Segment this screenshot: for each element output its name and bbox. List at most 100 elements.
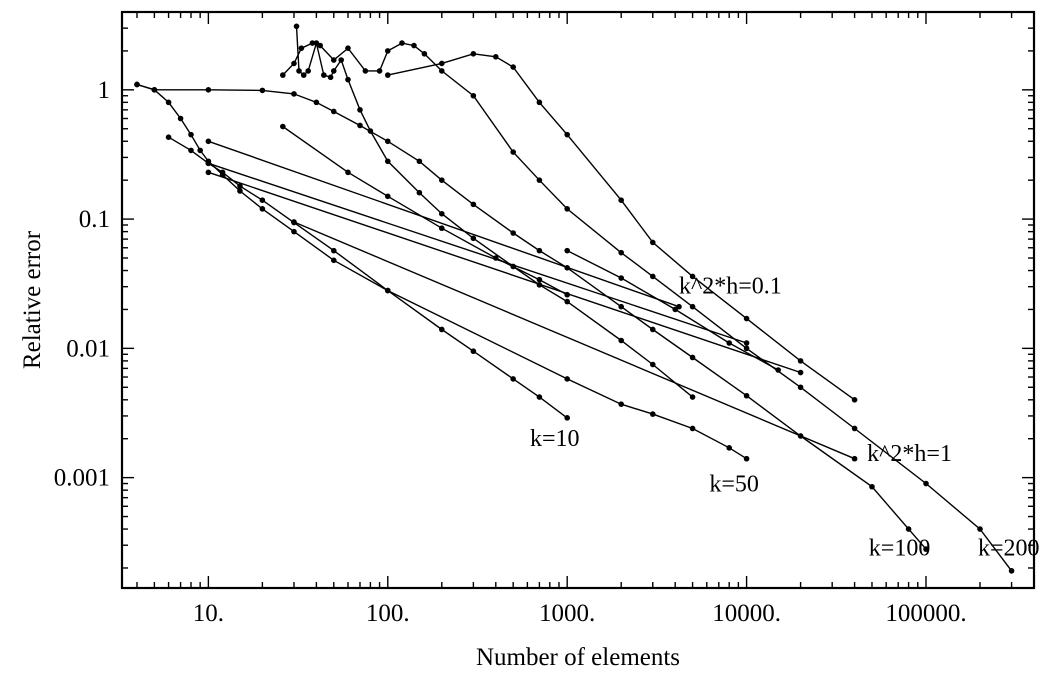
data-point bbox=[470, 235, 477, 242]
data-point bbox=[237, 183, 243, 189]
data-point bbox=[197, 147, 203, 154]
data-point bbox=[510, 376, 516, 382]
data-point bbox=[564, 298, 570, 305]
annotation-label: k^2*h=0.1 bbox=[679, 274, 782, 300]
data-point bbox=[743, 455, 750, 462]
data-point bbox=[536, 394, 543, 400]
data-point bbox=[689, 354, 696, 361]
data-point bbox=[564, 376, 570, 382]
data-point bbox=[330, 257, 337, 264]
data-point bbox=[492, 54, 499, 60]
data-point bbox=[689, 394, 696, 400]
data-point bbox=[672, 306, 678, 313]
data-point bbox=[291, 219, 297, 225]
data-point bbox=[536, 99, 543, 106]
data-point bbox=[564, 291, 570, 298]
series-12 bbox=[564, 247, 781, 373]
data-point bbox=[510, 230, 516, 236]
data-point bbox=[618, 197, 624, 204]
data-point bbox=[536, 276, 543, 283]
data-point bbox=[293, 23, 300, 30]
data-point bbox=[797, 358, 804, 364]
series-line bbox=[293, 221, 855, 460]
data-point bbox=[923, 480, 929, 487]
data-point bbox=[345, 76, 351, 83]
data-point bbox=[151, 87, 158, 93]
data-point bbox=[492, 255, 499, 261]
data-point bbox=[259, 87, 266, 94]
data-point bbox=[536, 177, 543, 183]
data-point bbox=[384, 72, 391, 78]
data-point bbox=[384, 158, 391, 165]
data-point bbox=[1008, 568, 1015, 574]
data-point bbox=[726, 340, 733, 346]
data-point bbox=[205, 138, 212, 145]
data-point bbox=[564, 415, 570, 421]
axis-ticks bbox=[122, 11, 1035, 588]
data-point bbox=[165, 134, 172, 141]
data-point bbox=[564, 247, 570, 254]
data-point bbox=[300, 72, 307, 78]
data-point bbox=[438, 210, 445, 217]
data-point bbox=[905, 526, 912, 532]
data-point bbox=[618, 401, 624, 407]
x-tick-label: 1000. bbox=[539, 600, 595, 627]
x-axis-label: Number of elements bbox=[476, 644, 680, 671]
data-point bbox=[618, 275, 624, 281]
data-point bbox=[649, 239, 656, 246]
data-point bbox=[291, 91, 297, 97]
series-7 bbox=[205, 138, 682, 310]
annotation-label: k=10 bbox=[530, 426, 580, 452]
annotation-label: k^2*h=1 bbox=[867, 441, 952, 467]
series-line bbox=[168, 136, 747, 460]
series-3 bbox=[134, 81, 929, 552]
data-point bbox=[689, 273, 696, 280]
data-point bbox=[649, 411, 656, 417]
data-point bbox=[219, 169, 226, 176]
series-line bbox=[208, 162, 747, 344]
data-point bbox=[188, 147, 194, 154]
data-point bbox=[305, 68, 311, 74]
annotation-label: k=50 bbox=[709, 472, 759, 498]
series-line bbox=[136, 83, 568, 419]
series-line bbox=[136, 83, 927, 550]
series-line bbox=[282, 42, 1013, 572]
data-point bbox=[726, 445, 733, 451]
data-point bbox=[470, 348, 477, 355]
data-point bbox=[327, 74, 334, 81]
plot-frame bbox=[120, 10, 1036, 590]
data-point bbox=[923, 546, 929, 552]
series-line bbox=[208, 140, 680, 308]
data-point bbox=[416, 158, 423, 165]
annotation-layer: k^2*h=0.1 k^2*h=1 k=10 k=50 k=100 k=200 bbox=[530, 274, 1040, 562]
data-point bbox=[438, 326, 445, 333]
y-tick-label: 0.1 bbox=[79, 206, 110, 233]
series-layer bbox=[134, 23, 1015, 574]
data-point bbox=[470, 201, 477, 208]
axis-tick-labels: 10. 100. 1000. 10000. 100000. 1 0.1 0.01 0.001 bbox=[54, 77, 967, 627]
data-point bbox=[470, 50, 477, 57]
data-point bbox=[438, 177, 445, 183]
data-point bbox=[421, 50, 428, 57]
data-point bbox=[237, 188, 243, 194]
annotation-label: k=200 bbox=[978, 535, 1040, 561]
data-point bbox=[205, 160, 212, 167]
data-point bbox=[438, 60, 445, 67]
data-point bbox=[280, 72, 286, 78]
data-point bbox=[977, 526, 983, 532]
data-point bbox=[510, 149, 516, 155]
data-point bbox=[384, 138, 391, 145]
data-point bbox=[743, 315, 750, 322]
data-point bbox=[851, 396, 858, 403]
x-tick-label: 10. bbox=[193, 600, 224, 627]
y-tick-label: 1 bbox=[98, 77, 111, 104]
data-point bbox=[743, 340, 750, 346]
data-point bbox=[165, 99, 172, 106]
data-point bbox=[649, 326, 656, 333]
data-point bbox=[317, 42, 323, 49]
data-point bbox=[280, 123, 286, 130]
series-line bbox=[295, 26, 694, 398]
data-point bbox=[869, 483, 875, 490]
data-point bbox=[259, 197, 266, 204]
y-tick-label: 0.001 bbox=[54, 465, 110, 492]
